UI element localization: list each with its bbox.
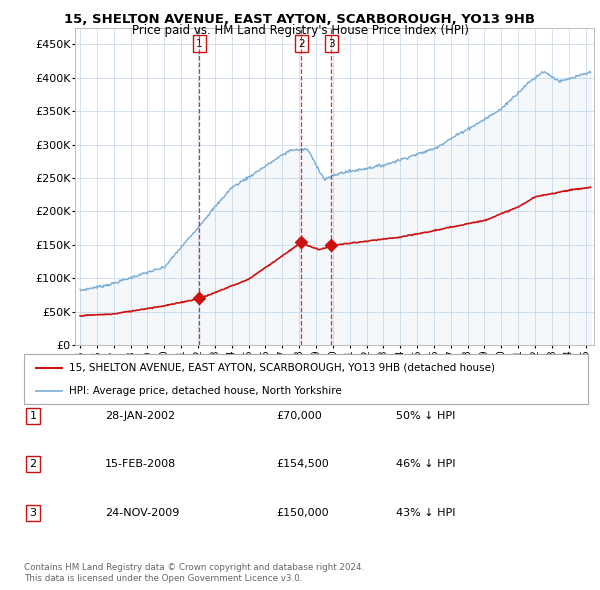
FancyBboxPatch shape	[24, 354, 588, 404]
Text: 3: 3	[29, 508, 37, 517]
Text: 2: 2	[29, 460, 37, 469]
Text: 28-JAN-2002: 28-JAN-2002	[105, 411, 175, 421]
Text: 50% ↓ HPI: 50% ↓ HPI	[396, 411, 455, 421]
Text: 24-NOV-2009: 24-NOV-2009	[105, 508, 179, 517]
Text: 2: 2	[298, 38, 304, 48]
Text: Contains HM Land Registry data © Crown copyright and database right 2024.
This d: Contains HM Land Registry data © Crown c…	[24, 563, 364, 583]
Text: £70,000: £70,000	[276, 411, 322, 421]
Text: 1: 1	[29, 411, 37, 421]
Text: 1: 1	[196, 38, 203, 48]
Text: 3: 3	[328, 38, 334, 48]
Text: 15, SHELTON AVENUE, EAST AYTON, SCARBOROUGH, YO13 9HB: 15, SHELTON AVENUE, EAST AYTON, SCARBORO…	[65, 13, 536, 26]
Text: HPI: Average price, detached house, North Yorkshire: HPI: Average price, detached house, Nort…	[69, 386, 342, 396]
Text: Price paid vs. HM Land Registry's House Price Index (HPI): Price paid vs. HM Land Registry's House …	[131, 24, 469, 37]
Text: £150,000: £150,000	[276, 508, 329, 517]
Text: 15-FEB-2008: 15-FEB-2008	[105, 460, 176, 469]
Text: 46% ↓ HPI: 46% ↓ HPI	[396, 460, 455, 469]
Text: 15, SHELTON AVENUE, EAST AYTON, SCARBOROUGH, YO13 9HB (detached house): 15, SHELTON AVENUE, EAST AYTON, SCARBORO…	[69, 362, 495, 372]
Text: 43% ↓ HPI: 43% ↓ HPI	[396, 508, 455, 517]
Text: £154,500: £154,500	[276, 460, 329, 469]
